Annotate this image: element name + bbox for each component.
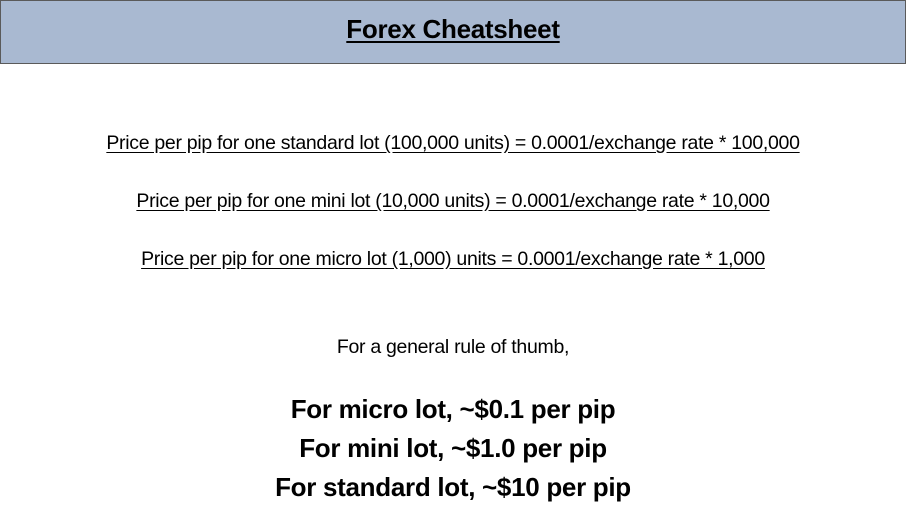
rule-standard-lot: For standard lot, ~$10 per pip — [275, 472, 631, 502]
formula-micro-lot: Price per pip for one micro lot (1,000) … — [141, 248, 765, 270]
rule-mini-lot: For mini lot, ~$1.0 per pip — [299, 433, 607, 463]
rule-micro-lot: For micro lot, ~$0.1 per pip — [290, 394, 616, 424]
page-title: Forex Cheatsheet — [346, 13, 560, 44]
formula-mini-lot: Price per pip for one mini lot (10,000 u… — [136, 190, 770, 212]
rule-of-thumb-intro: For a general rule of thumb, — [336, 336, 570, 358]
formula-standard-lot: Price per pip for one standard lot (100,… — [106, 132, 800, 154]
title-banner: Forex Cheatsheet — [0, 0, 906, 64]
